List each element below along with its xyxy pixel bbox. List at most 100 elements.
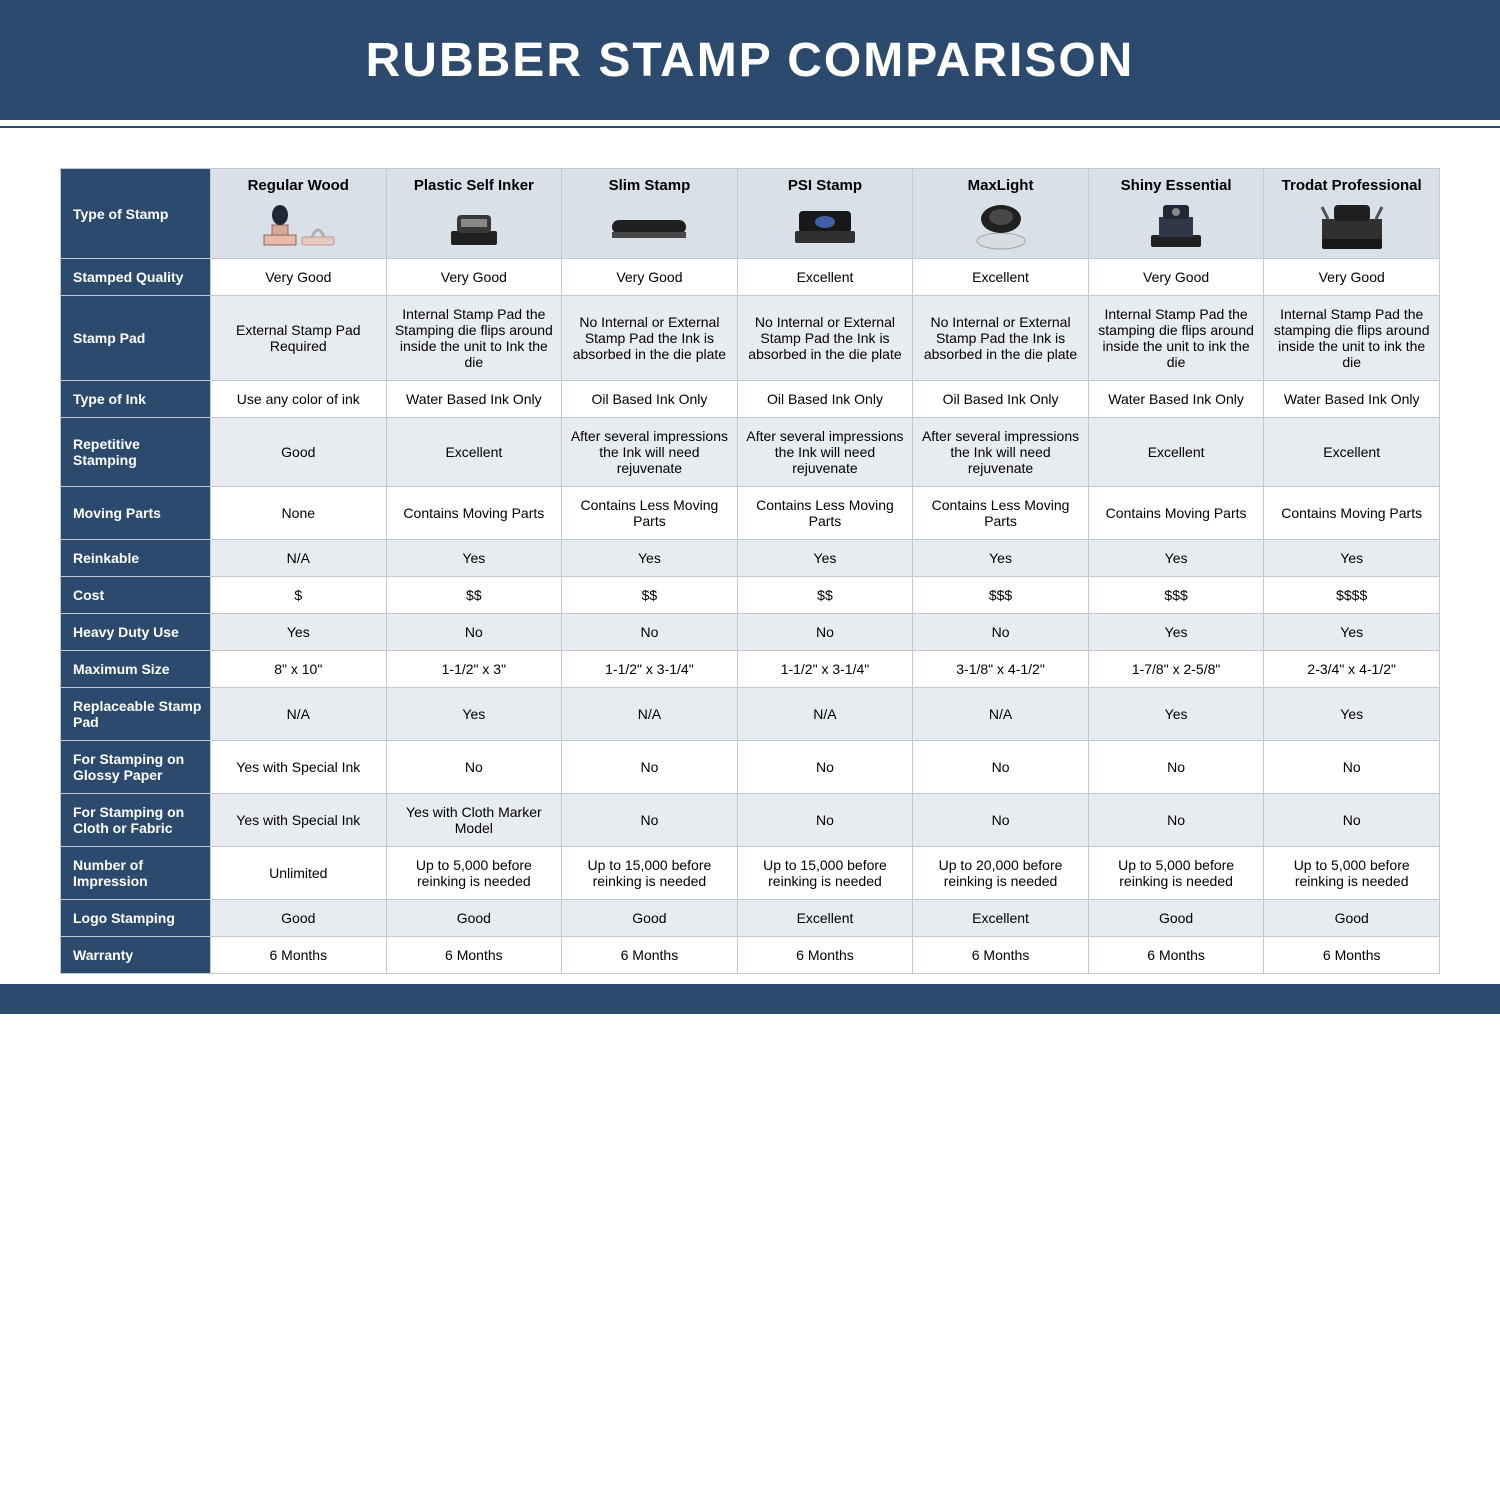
table-row: Heavy Duty UseYesNoNoNoNoYesYes bbox=[61, 614, 1440, 651]
shiny-essential-stamp-icon bbox=[1141, 199, 1211, 253]
table-cell: Yes bbox=[1088, 540, 1264, 577]
table-cell: Water Based Ink Only bbox=[1088, 381, 1264, 418]
table-cell: 1-1/2" x 3-1/4" bbox=[562, 651, 738, 688]
row-label: Stamp Pad bbox=[61, 296, 211, 381]
table-row: Stamped QualityVery GoodVery GoodVery Go… bbox=[61, 259, 1440, 296]
table-cell: Contains Less Moving Parts bbox=[913, 487, 1089, 540]
table-cell: Yes bbox=[1088, 614, 1264, 651]
row-label: Warranty bbox=[61, 937, 211, 974]
table-cell: Up to 5,000 before reinking is needed bbox=[1088, 847, 1264, 900]
col-head-regular-wood: Regular Wood bbox=[211, 169, 387, 259]
table-cell: No bbox=[1264, 741, 1440, 794]
table-cell: Good bbox=[211, 418, 387, 487]
table-cell: Yes bbox=[1264, 614, 1440, 651]
table-cell: N/A bbox=[211, 540, 387, 577]
table-cell: N/A bbox=[562, 688, 738, 741]
table-row: For Stamping on Glossy PaperYes with Spe… bbox=[61, 741, 1440, 794]
table-cell: Up to 15,000 before reinking is needed bbox=[562, 847, 738, 900]
table-cell: Very Good bbox=[386, 259, 562, 296]
table-cell: None bbox=[211, 487, 387, 540]
table-cell: Good bbox=[211, 900, 387, 937]
table-cell: Yes bbox=[737, 540, 913, 577]
table-cell: Very Good bbox=[211, 259, 387, 296]
table-row: Repetitive StampingGoodExcellentAfter se… bbox=[61, 418, 1440, 487]
trodat-professional-stamp-icon bbox=[1314, 199, 1390, 253]
stamp-image-regular-wood bbox=[217, 198, 380, 254]
table-row: Type of InkUse any color of inkWater Bas… bbox=[61, 381, 1440, 418]
table-cell: Yes bbox=[1264, 540, 1440, 577]
table-cell: $$ bbox=[386, 577, 562, 614]
footer-bar bbox=[0, 984, 1500, 1014]
table-row: Replaceable Stamp PadN/AYesN/AN/AN/AYesY… bbox=[61, 688, 1440, 741]
table-cell: No bbox=[562, 614, 738, 651]
table-cell: 3-1/8" x 4-1/2" bbox=[913, 651, 1089, 688]
stamp-image-psi-stamp bbox=[744, 198, 907, 254]
table-cell: Oil Based Ink Only bbox=[913, 381, 1089, 418]
table-cell: No bbox=[737, 614, 913, 651]
row-label-type-of-stamp: Type of Stamp bbox=[61, 169, 211, 259]
table-row: ReinkableN/AYesYesYesYesYesYes bbox=[61, 540, 1440, 577]
maxlight-stamp-icon bbox=[971, 199, 1031, 253]
table-cell: N/A bbox=[737, 688, 913, 741]
table-cell: After several impressions the Ink will n… bbox=[913, 418, 1089, 487]
row-label: Replaceable Stamp Pad bbox=[61, 688, 211, 741]
table-cell: $$ bbox=[737, 577, 913, 614]
table-cell: Yes bbox=[562, 540, 738, 577]
table-cell: Contains Less Moving Parts bbox=[737, 487, 913, 540]
table-cell: No bbox=[562, 741, 738, 794]
col-head-plastic-self-inker: Plastic Self Inker bbox=[386, 169, 562, 259]
table-cell: Oil Based Ink Only bbox=[737, 381, 913, 418]
table-cell: Up to 5,000 before reinking is needed bbox=[386, 847, 562, 900]
table-cell: Up to 20,000 before reinking is needed bbox=[913, 847, 1089, 900]
col-head-label: PSI Stamp bbox=[744, 177, 907, 194]
header-bar: RUBBER STAMP COMPARISON bbox=[0, 0, 1500, 120]
table-cell: Yes bbox=[386, 688, 562, 741]
table-cell: Contains Moving Parts bbox=[1088, 487, 1264, 540]
comparison-table-wrap: Type of Stamp Regular Wood Pla bbox=[0, 168, 1500, 974]
col-head-label: Regular Wood bbox=[217, 177, 380, 194]
table-cell: No bbox=[913, 614, 1089, 651]
table-row: Cost$$$$$$$$$$$$$$$$$ bbox=[61, 577, 1440, 614]
table-cell: $$$ bbox=[1088, 577, 1264, 614]
table-cell: Good bbox=[562, 900, 738, 937]
table-cell: 1-7/8" x 2-5/8" bbox=[1088, 651, 1264, 688]
row-label: Heavy Duty Use bbox=[61, 614, 211, 651]
row-label: For Stamping on Glossy Paper bbox=[61, 741, 211, 794]
table-cell: $$$$ bbox=[1264, 577, 1440, 614]
table-cell: 2-3/4" x 4-1/2" bbox=[1264, 651, 1440, 688]
table-row: For Stamping on Cloth or FabricYes with … bbox=[61, 794, 1440, 847]
table-cell: Very Good bbox=[1264, 259, 1440, 296]
table-cell: N/A bbox=[913, 688, 1089, 741]
table-cell: Yes with Special Ink bbox=[211, 794, 387, 847]
wood-stamp-icon bbox=[258, 201, 338, 251]
table-cell: After several impressions the Ink will n… bbox=[737, 418, 913, 487]
table-cell: $$$ bbox=[913, 577, 1089, 614]
col-head-shiny-essential: Shiny Essential bbox=[1088, 169, 1264, 259]
table-row: Stamp PadExternal Stamp Pad RequiredInte… bbox=[61, 296, 1440, 381]
table-header-row: Type of Stamp Regular Wood Pla bbox=[61, 169, 1440, 259]
table-cell: Good bbox=[386, 900, 562, 937]
row-label: Maximum Size bbox=[61, 651, 211, 688]
table-cell: Contains Moving Parts bbox=[1264, 487, 1440, 540]
table-row: Number of ImpressionUnlimitedUp to 5,000… bbox=[61, 847, 1440, 900]
table-cell: Unlimited bbox=[211, 847, 387, 900]
table-cell: Excellent bbox=[737, 900, 913, 937]
table-cell: Yes bbox=[913, 540, 1089, 577]
table-cell: Water Based Ink Only bbox=[1264, 381, 1440, 418]
col-head-label: Plastic Self Inker bbox=[393, 177, 556, 194]
table-cell: No bbox=[386, 741, 562, 794]
stamp-image-slim-stamp bbox=[568, 198, 731, 254]
table-cell: Use any color of ink bbox=[211, 381, 387, 418]
slim-stamp-icon bbox=[604, 206, 694, 246]
row-label: Moving Parts bbox=[61, 487, 211, 540]
table-cell: Excellent bbox=[386, 418, 562, 487]
table-cell: No bbox=[913, 741, 1089, 794]
table-cell: Up to 5,000 before reinking is needed bbox=[1264, 847, 1440, 900]
table-cell: No bbox=[737, 741, 913, 794]
col-head-label: Slim Stamp bbox=[568, 177, 731, 194]
row-label: Repetitive Stamping bbox=[61, 418, 211, 487]
table-cell: Excellent bbox=[1088, 418, 1264, 487]
table-cell: 6 Months bbox=[737, 937, 913, 974]
table-cell: No Internal or External Stamp Pad the In… bbox=[737, 296, 913, 381]
table-cell: No bbox=[386, 614, 562, 651]
